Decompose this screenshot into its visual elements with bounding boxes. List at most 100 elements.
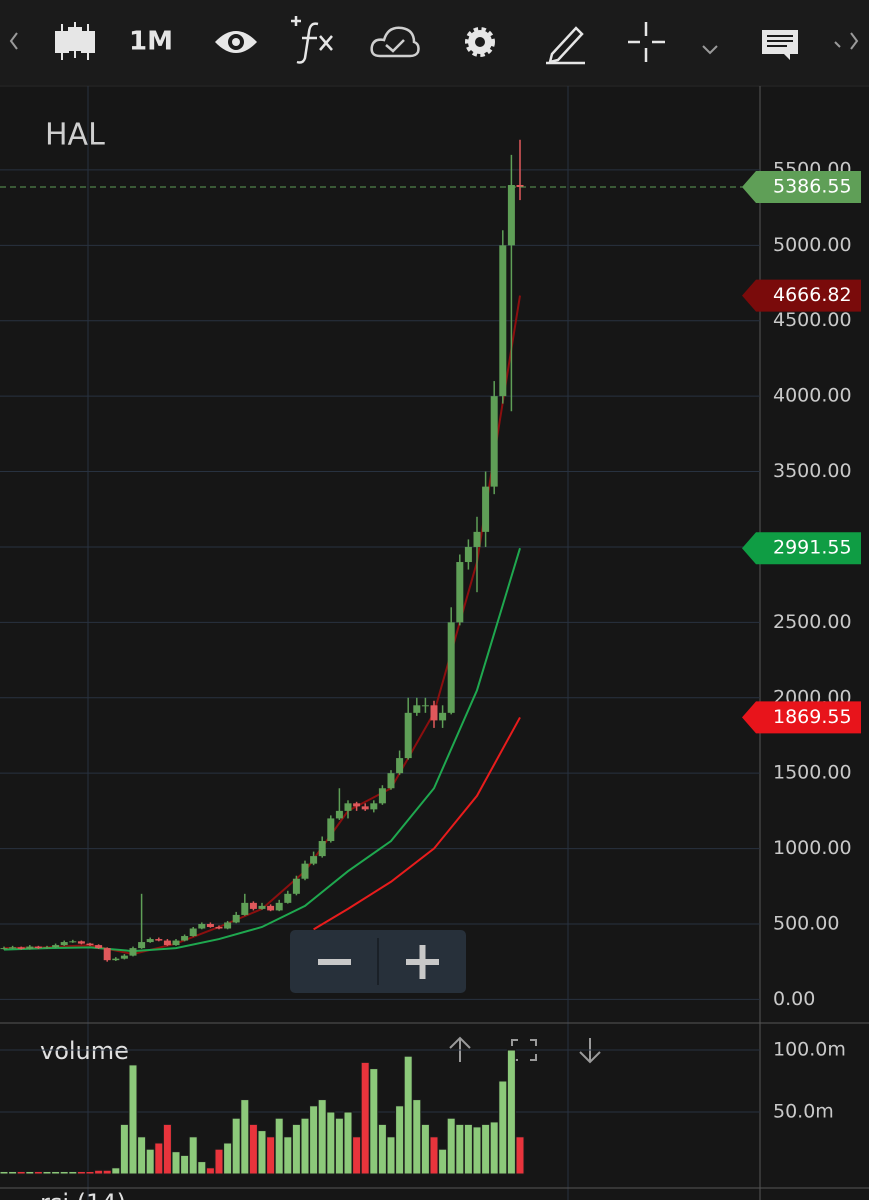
- volume-bar: [309, 1105, 319, 1175]
- volume-bar: [515, 1136, 525, 1175]
- candle-body: [138, 942, 146, 949]
- candle-body: [112, 958, 120, 961]
- volume-bar: [223, 1142, 233, 1175]
- volume-bar: [438, 1148, 448, 1175]
- indicators-button[interactable]: [291, 16, 333, 64]
- candle-body: [430, 705, 438, 721]
- volume-bar: [16, 1171, 26, 1175]
- candle-body: [172, 940, 180, 946]
- volume-bar: [33, 1171, 43, 1175]
- candle-body: [490, 396, 498, 487]
- volume-bar: [171, 1151, 181, 1175]
- notes-button[interactable]: [762, 30, 798, 60]
- scroll-left[interactable]: [9, 32, 18, 50]
- candle-body: [241, 902, 249, 915]
- volume-bar: [498, 1080, 508, 1175]
- candle-body: [52, 945, 60, 948]
- volume-bar: [506, 1049, 516, 1175]
- volume-bar: [377, 1123, 387, 1175]
- volume-bar: [472, 1126, 482, 1175]
- zoom-in[interactable]: [406, 945, 439, 979]
- price-tag: [742, 532, 861, 565]
- candle-body: [17, 947, 25, 949]
- candle-body: [163, 940, 171, 946]
- volume-bar: [489, 1121, 499, 1175]
- settings-button[interactable]: [465, 27, 495, 57]
- draw-button[interactable]: [546, 26, 585, 65]
- y-tick-label: 1000.00: [773, 837, 852, 859]
- volume-bar: [317, 1099, 327, 1175]
- candle-body: [9, 947, 17, 949]
- y-tick-label: 50.0m: [773, 1101, 834, 1123]
- candle-body: [181, 936, 189, 941]
- rsi-label: rsi (14): [40, 1189, 126, 1200]
- volume-bar: [154, 1142, 164, 1175]
- volume-bar: [343, 1111, 353, 1175]
- candle-body: [86, 943, 94, 946]
- volume-bar: [240, 1099, 250, 1175]
- volume-bar: [429, 1136, 439, 1175]
- candle-body: [120, 955, 128, 959]
- candle-body: [421, 705, 429, 707]
- scroll-right[interactable]: [834, 32, 859, 50]
- volume-bar: [352, 1136, 362, 1175]
- candle-body: [499, 245, 507, 397]
- y-tick-label: 4500.00: [773, 309, 852, 331]
- volume-bar: [162, 1123, 172, 1175]
- price-tag-label: 2991.55: [773, 537, 852, 559]
- price-tag: [742, 171, 861, 204]
- volume-bar: [42, 1171, 52, 1175]
- volume-bar: [463, 1123, 473, 1175]
- maximize-pane[interactable]: [511, 1039, 537, 1061]
- candle-body: [258, 905, 266, 909]
- volume-bar: [386, 1136, 396, 1175]
- candle-body: [0, 948, 8, 950]
- volume-bar: [266, 1136, 276, 1175]
- candle-body: [155, 939, 163, 941]
- candle-body: [473, 531, 481, 547]
- volume-bar: [455, 1123, 465, 1175]
- volume-bar: [291, 1123, 301, 1175]
- moving-average-line: [3, 295, 521, 956]
- candle-body: [335, 810, 343, 819]
- volume-bar: [59, 1171, 69, 1175]
- cloud-button[interactable]: [370, 26, 420, 58]
- candle-body: [129, 948, 137, 956]
- price-tag-label: 1869.55: [773, 706, 852, 728]
- volume-bar: [119, 1123, 129, 1175]
- candle-body: [456, 562, 464, 623]
- candle-body: [215, 926, 223, 929]
- volume-bar: [481, 1123, 491, 1175]
- volume-bar: [300, 1117, 310, 1175]
- volume-bar: [102, 1169, 112, 1175]
- crosshair-button[interactable]: [628, 22, 665, 62]
- moving-average-line: [313, 716, 521, 931]
- more-dropdown[interactable]: [702, 45, 718, 55]
- volume-bar: [94, 1169, 104, 1175]
- candle-body: [26, 946, 34, 949]
- candle-body: [344, 803, 352, 811]
- candles-button[interactable]: [55, 22, 95, 60]
- candle-body: [249, 902, 257, 909]
- volume-bar: [205, 1167, 215, 1175]
- volume-bar: [403, 1055, 413, 1175]
- y-tick-label: 5000.00: [773, 234, 852, 256]
- zoom-out[interactable]: [318, 959, 351, 965]
- volume-bar: [85, 1171, 95, 1175]
- volume-bar: [145, 1148, 155, 1175]
- volume-bar: [51, 1171, 61, 1175]
- volume-bar: [25, 1171, 35, 1175]
- candle-body: [189, 928, 197, 937]
- interval-button[interactable]: 1M: [129, 27, 173, 57]
- candle-body: [310, 856, 318, 864]
- price-tag: [742, 279, 861, 312]
- volume-bar: [395, 1105, 405, 1175]
- volume-bar: [8, 1171, 18, 1175]
- price-tag: [742, 701, 861, 734]
- candle-body: [439, 712, 447, 721]
- visibility-button[interactable]: [215, 31, 257, 53]
- volume-bar: [111, 1167, 121, 1175]
